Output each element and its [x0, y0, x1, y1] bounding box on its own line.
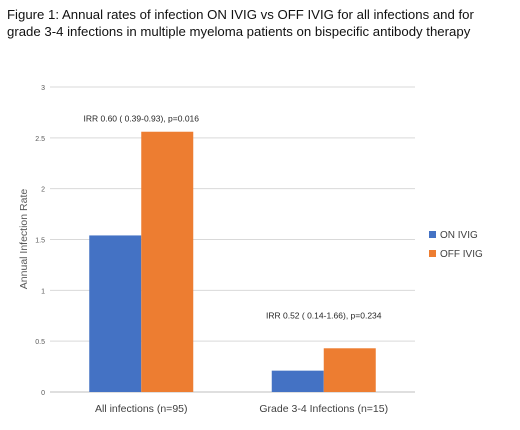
bar — [271, 370, 324, 392]
annotation: IRR 0.52 ( 0.14-1.66), p=0.234 — [266, 310, 382, 320]
caption-line-1: Figure 1: Annual rates of infection ON I… — [7, 7, 474, 22]
x-tick-label: All infections (n=95) — [95, 403, 188, 415]
caption-line-2: grade 3-4 infections in multiple myeloma… — [7, 24, 471, 39]
figure-caption: Figure 1: Annual rates of infection ON I… — [7, 6, 515, 40]
y-tick-label: 0 — [41, 390, 45, 397]
y-tick-label: 1.5 — [35, 238, 45, 245]
y-tick-label: 0.5 — [35, 339, 45, 346]
x-tick-label: Grade 3-4 Infections (n=15) — [259, 403, 388, 415]
y-tick-label: 3 — [41, 85, 45, 92]
bars — [89, 131, 376, 392]
x-tick-labels: All infections (n=95) Grade 3-4 Infection… — [95, 403, 388, 415]
bar — [141, 131, 194, 392]
bar — [323, 348, 376, 392]
annotations: IRR 0.60 ( 0.39-0.93), p=0.016 IRR 0.52 (… — [83, 114, 381, 321]
bar — [89, 235, 142, 392]
legend-swatch — [429, 231, 436, 238]
y-tick-label: 2 — [41, 187, 45, 194]
y-tick-labels: 0 0.5 1 1.5 2 2.5 3 — [35, 85, 45, 397]
annotation: IRR 0.60 ( 0.39-0.93), p=0.016 — [83, 114, 199, 124]
legend: ON IVIG OFF IVIG — [429, 230, 483, 260]
y-tick-label: 2.5 — [35, 136, 45, 143]
y-axis-label: Annual Infection Rate — [18, 189, 30, 290]
legend-label: OFF IVIG — [440, 249, 483, 260]
y-tick-label: 1 — [41, 288, 45, 295]
legend-label: ON IVIG — [440, 230, 478, 241]
legend-swatch — [429, 250, 436, 257]
